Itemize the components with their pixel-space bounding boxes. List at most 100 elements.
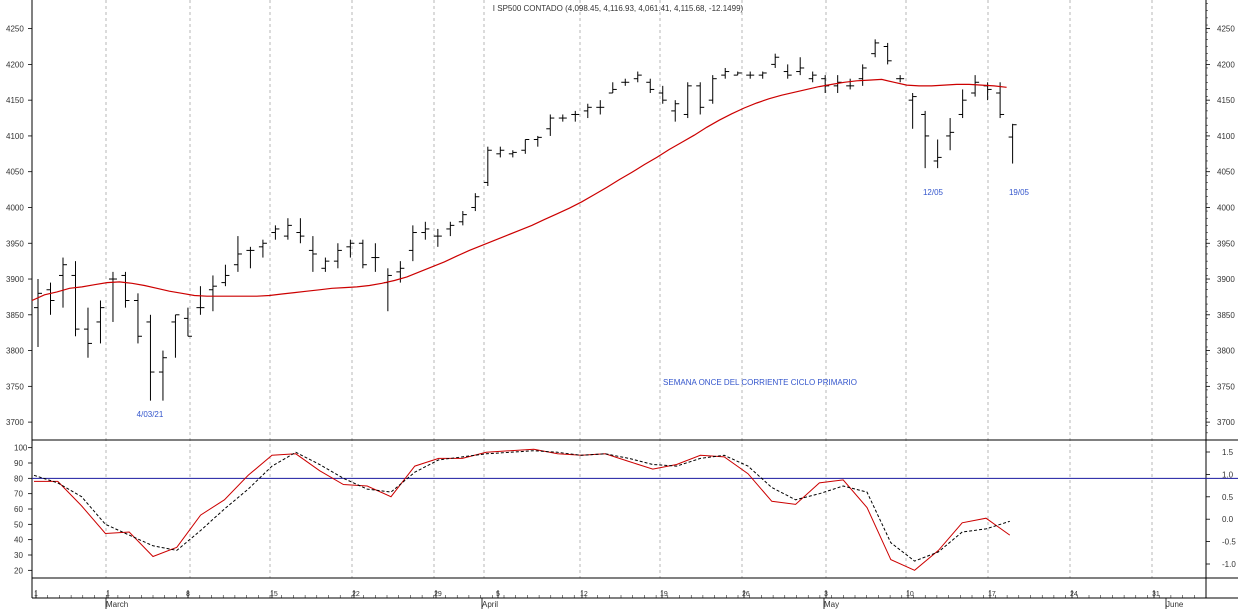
x-day-label-5: 29 <box>434 591 442 598</box>
x-month-label-3: June <box>1166 600 1184 609</box>
price-label-left-11: 4250 <box>6 25 24 34</box>
ohlc-bar-68 <box>883 42 892 65</box>
ohlc-bar-50 <box>658 85 667 104</box>
ohlc-bar-78 <box>1008 123 1017 164</box>
ohlc-bar-12 <box>183 307 192 337</box>
price-label-left-7: 4050 <box>6 168 24 177</box>
ohlc-bar-46 <box>608 82 617 94</box>
ohlc-bar-22 <box>308 236 317 272</box>
ohlc-bar-38 <box>508 150 517 158</box>
ohlc-bar-40 <box>533 135 542 147</box>
x-day-label-6: 5 <box>496 591 500 598</box>
ohlc-bar-39 <box>521 139 530 154</box>
ohlc-bar-56 <box>733 71 742 76</box>
price-label-right-1: 3750 <box>1217 382 1235 391</box>
ohlc-bar-41 <box>546 114 555 136</box>
ohlc-bar-65 <box>846 78 855 90</box>
annotation-date-12-05: 12/05 <box>923 188 944 197</box>
price-label-left-4: 3900 <box>6 275 24 284</box>
ohlc-bar-16 <box>233 236 242 272</box>
ohlc-bar-18 <box>258 239 267 258</box>
chart-title: I SP500 CONTADO (4,098.45, 4,116.93, 4,0… <box>493 4 744 13</box>
ohlc-bar-74 <box>958 89 967 119</box>
price-label-left-8: 4100 <box>6 132 24 141</box>
oscillator-panel <box>32 448 1238 571</box>
price-label-right-11: 4250 <box>1217 25 1235 34</box>
ohlc-bar-51 <box>671 100 680 122</box>
osc-series-dashed <box>33 450 1010 562</box>
osc-label-left-1: 30 <box>14 551 23 560</box>
osc-label-left-5: 70 <box>14 490 23 499</box>
x-day-label-7: 12 <box>580 591 588 598</box>
price-label-left-5: 3950 <box>6 239 24 248</box>
ohlc-bar-2 <box>58 257 67 308</box>
osc-label-left-7: 90 <box>14 459 23 468</box>
annotation-low-date: 4/03/21 <box>137 410 164 419</box>
annotation-date-19-05: 19/05 <box>1009 188 1030 197</box>
ohlc-bar-21 <box>296 218 305 244</box>
ohlc-bar-53 <box>696 82 705 115</box>
osc-label-right-2: 0.0 <box>1222 515 1234 524</box>
osc-series-solid <box>34 448 1011 571</box>
price-label-right-8: 4100 <box>1217 132 1235 141</box>
ohlc-bar-67 <box>871 39 880 58</box>
price-label-left-3: 3850 <box>6 311 24 320</box>
price-label-right-5: 3950 <box>1217 239 1235 248</box>
ohlc-bar-59 <box>771 53 780 68</box>
ohlc-bar-10 <box>158 350 167 401</box>
ohlc-bar-26 <box>358 239 367 269</box>
ohlc-bar-72 <box>933 139 942 169</box>
ohlc-bar-3 <box>71 261 80 337</box>
ohlc-bar-54 <box>708 75 717 104</box>
ohlc-bar-62 <box>808 71 817 83</box>
price-label-right-9: 4150 <box>1217 96 1235 105</box>
ohlc-bar-70 <box>908 93 917 129</box>
x-day-label-14: 31 <box>1152 591 1160 598</box>
ohlc-bar-44 <box>583 103 592 119</box>
x-day-label-13: 24 <box>1070 591 1078 598</box>
x-day-label-11: 10 <box>906 591 914 598</box>
ohlc-bar-6 <box>108 271 117 322</box>
ohlc-bar-13 <box>196 286 205 315</box>
x-day-label-12: 17 <box>988 591 996 598</box>
ohlc-bar-69 <box>896 75 905 83</box>
price-label-right-6: 4000 <box>1217 203 1235 212</box>
osc-label-right-0: -1.0 <box>1222 560 1236 569</box>
x-day-label-1: 1 <box>106 591 110 598</box>
osc-label-left-6: 80 <box>14 474 23 483</box>
osc-label-right-1: -0.5 <box>1222 538 1236 547</box>
annotation-cycle-note: SEMANA ONCE DEL CORRIENTE CICLO PRIMARIO <box>663 378 857 387</box>
ohlc-bar-32 <box>433 228 442 247</box>
price-label-left-6: 4000 <box>6 203 24 212</box>
x-day-label-3: 15 <box>270 591 278 598</box>
price-label-left-9: 4150 <box>6 96 24 105</box>
ohlc-bar-63 <box>821 75 830 94</box>
x-day-label-10: 3 <box>824 591 828 598</box>
osc-label-left-8: 100 <box>14 444 28 453</box>
x-day-label-4: 22 <box>352 591 360 598</box>
ohlc-bar-7 <box>121 271 130 308</box>
ohlc-bar-57 <box>746 71 755 79</box>
price-label-left-10: 4200 <box>6 60 24 69</box>
ohlc-bar-30 <box>408 225 417 262</box>
ohlc-bar-14 <box>208 275 217 312</box>
ohlc-bar-61 <box>796 57 805 76</box>
ohlc-bar-15 <box>221 264 230 287</box>
osc-label-left-4: 60 <box>14 505 23 514</box>
ohlc-bar-43 <box>571 110 580 122</box>
x-day-label-8: 19 <box>660 591 668 598</box>
ohlc-bar-8 <box>133 293 142 344</box>
ohlc-bar-19 <box>271 225 280 240</box>
ohlc-bar-47 <box>621 78 630 86</box>
ohlc-bar-60 <box>783 64 792 79</box>
ohlc-bar-0 <box>34 279 42 347</box>
ohlc-bar-36 <box>483 146 492 187</box>
osc-label-left-2: 40 <box>14 536 23 545</box>
ohlc-bar-5 <box>96 300 105 344</box>
ohlc-bar-23 <box>321 257 330 272</box>
osc-label-right-3: 0.5 <box>1222 493 1234 502</box>
ohlc-bar-24 <box>333 243 342 269</box>
osc-label-right-4: 1.0 <box>1222 470 1234 479</box>
ohlc-bar-45 <box>596 100 605 115</box>
